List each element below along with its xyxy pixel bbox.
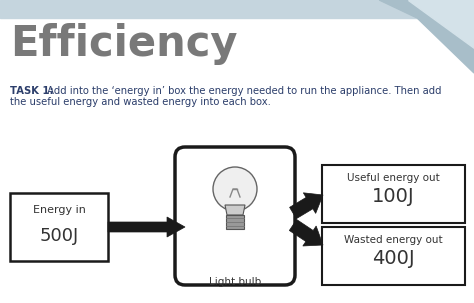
Circle shape — [213, 167, 257, 211]
Text: Add into the ‘energy in’ box the energy needed to run the appliance. Then add: Add into the ‘energy in’ box the energy … — [44, 86, 441, 96]
FancyBboxPatch shape — [322, 165, 465, 223]
Bar — [226, 215, 244, 229]
Bar — [0, 0, 474, 18]
Text: 100J: 100J — [372, 187, 415, 206]
Text: Light bulb: Light bulb — [209, 277, 261, 287]
Polygon shape — [408, 0, 474, 48]
Text: Efficiency: Efficiency — [10, 23, 237, 65]
Polygon shape — [289, 219, 323, 246]
Polygon shape — [225, 205, 245, 215]
Text: the useful energy and wasted energy into each box.: the useful energy and wasted energy into… — [10, 97, 271, 107]
Text: 400J: 400J — [372, 249, 415, 268]
Text: 500J: 500J — [39, 227, 79, 245]
Text: TASK 1:: TASK 1: — [10, 86, 54, 96]
FancyBboxPatch shape — [322, 227, 465, 285]
Text: Useful energy out: Useful energy out — [347, 173, 440, 183]
Polygon shape — [108, 217, 185, 237]
Text: Wasted energy out: Wasted energy out — [344, 235, 443, 245]
Polygon shape — [379, 0, 474, 73]
Text: Energy in: Energy in — [33, 205, 85, 215]
FancyBboxPatch shape — [175, 147, 295, 285]
FancyBboxPatch shape — [10, 193, 108, 261]
Polygon shape — [290, 193, 323, 219]
